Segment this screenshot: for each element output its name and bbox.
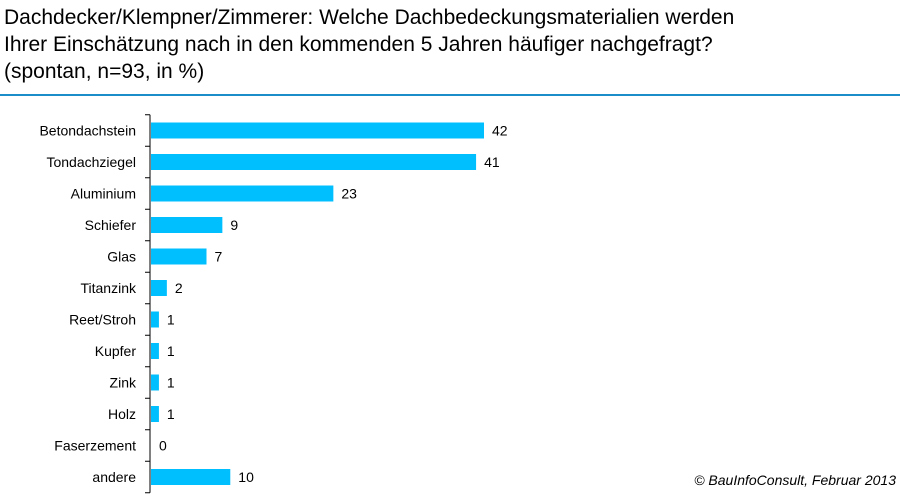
bar [151, 248, 207, 265]
title-divider [0, 94, 900, 96]
data-label: 7 [215, 249, 223, 265]
data-label: 2 [175, 280, 183, 296]
data-label: 41 [484, 154, 500, 170]
category-label: Faserzement [54, 438, 136, 454]
bar [151, 154, 477, 170]
data-label: 10 [238, 469, 254, 485]
category-label: Zink [110, 375, 137, 391]
category-label: Schiefer [85, 217, 137, 233]
data-label: 1 [167, 375, 175, 391]
category-label: Betondachstein [39, 123, 136, 139]
data-label: 0 [159, 438, 167, 454]
chart-title: Dachdecker/Klempner/Zimmerer: Welche Dac… [4, 4, 896, 85]
category-label: Holz [108, 406, 136, 422]
data-label: 23 [341, 186, 357, 202]
bar [151, 469, 231, 485]
category-label: Titanzink [80, 280, 137, 296]
bar [151, 374, 159, 391]
category-label: Glas [107, 249, 136, 265]
chart-title-line-2: Ihrer Einschätzung nach in den kommenden… [4, 33, 713, 56]
category-label: Reet/Stroh [69, 312, 136, 328]
category-label: andere [92, 469, 136, 485]
bar [151, 185, 334, 202]
data-label: 1 [167, 312, 175, 328]
category-label: Kupfer [95, 343, 137, 359]
chart-title-line-3: (spontan, n=93, in %) [4, 60, 205, 83]
source-note: © BauInfoConsult, Februar 2013 [694, 472, 896, 488]
category-label: Tondachziegel [46, 154, 136, 170]
bar [151, 122, 484, 139]
bar [151, 280, 167, 296]
data-label: 42 [492, 123, 508, 139]
data-label: 1 [167, 406, 175, 422]
bar [151, 406, 159, 422]
chart-title-line-1: Dachdecker/Klempner/Zimmerer: Welche Dac… [4, 6, 735, 29]
data-label: 9 [230, 217, 238, 233]
bar [151, 343, 159, 359]
bar [151, 217, 223, 233]
bar [151, 311, 159, 328]
category-label: Aluminium [71, 186, 136, 202]
data-label: 1 [167, 343, 175, 359]
